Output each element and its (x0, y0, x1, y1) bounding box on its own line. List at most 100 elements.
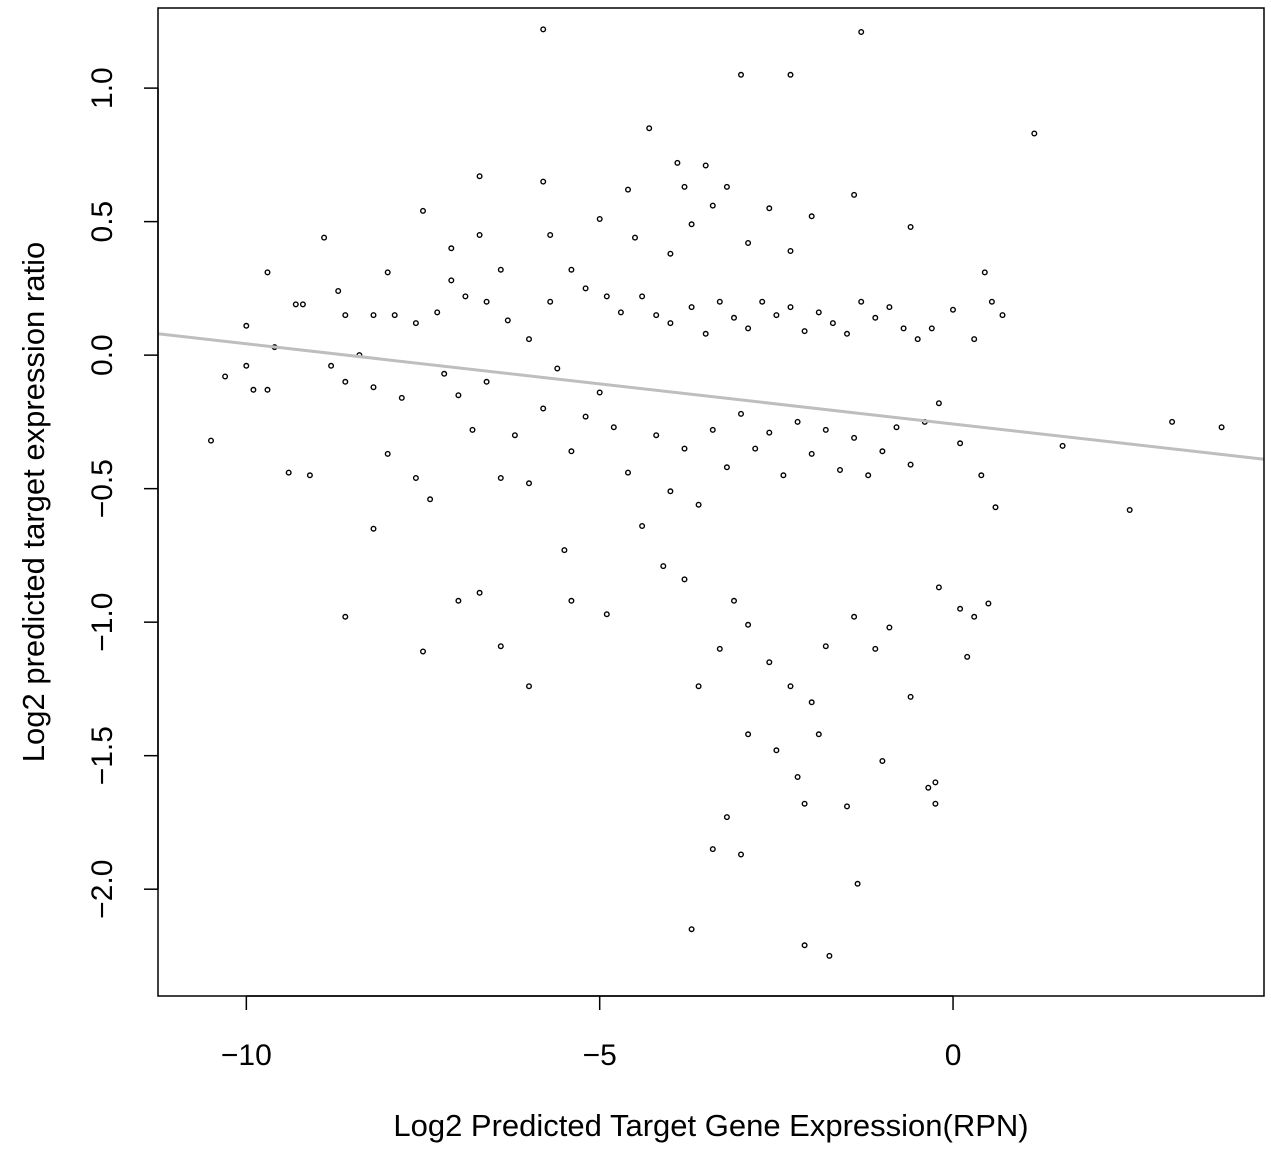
data-point (285, 469, 292, 476)
data-point (526, 683, 533, 690)
data-point (511, 432, 518, 439)
data-point (957, 440, 964, 447)
x-tick-label: −5 (583, 1039, 617, 1072)
data-point (639, 293, 646, 300)
data-point (462, 293, 469, 300)
data-point (702, 330, 709, 337)
data-point (752, 445, 759, 452)
data-point (978, 472, 985, 479)
data-point (1031, 130, 1038, 137)
data-point (985, 600, 992, 607)
data-point (907, 223, 914, 230)
data-point (822, 426, 829, 433)
data-point (794, 418, 801, 425)
data-point (582, 413, 589, 420)
data-point (723, 814, 730, 821)
data-point (745, 621, 752, 628)
data-point (292, 301, 299, 308)
data-point (660, 563, 667, 570)
data-point (695, 501, 702, 508)
data-point (448, 277, 455, 284)
data-point (695, 683, 702, 690)
data-point (950, 306, 957, 313)
data-point (554, 365, 561, 372)
data-point (441, 370, 448, 377)
y-axis: −2.0 −1.5 −1.0 −0.5 0.0 0.5 1.0 (86, 67, 159, 919)
data-point (328, 362, 335, 369)
data-point (384, 450, 391, 457)
data-point (822, 643, 829, 650)
data-point (420, 648, 427, 655)
data-point (370, 384, 377, 391)
data-point (844, 803, 851, 810)
data-point (342, 312, 349, 319)
data-point (540, 178, 547, 185)
y-tick-label: −1.0 (86, 593, 119, 652)
data-point (709, 846, 716, 853)
data-point (526, 480, 533, 487)
data-point (815, 309, 822, 316)
data-point (264, 386, 271, 393)
data-point (907, 461, 914, 468)
data-point (370, 312, 377, 319)
data-point (469, 426, 476, 433)
data-point (745, 239, 752, 246)
y-tick-label: −1.5 (86, 726, 119, 785)
data-point (900, 325, 907, 332)
data-point (808, 450, 815, 457)
data-point (688, 926, 695, 933)
data-point (667, 488, 674, 495)
data-point (681, 576, 688, 583)
data-point (988, 298, 995, 305)
data-point (617, 309, 624, 316)
data-point (222, 373, 229, 380)
data-point (299, 301, 306, 308)
data-point (596, 389, 603, 396)
data-point (497, 266, 504, 273)
data-point (886, 304, 893, 311)
data-point (865, 472, 872, 479)
data-point (476, 173, 483, 180)
data-point (851, 191, 858, 198)
data-point (568, 597, 575, 604)
data-point (999, 312, 1006, 319)
data-point (731, 314, 738, 321)
data-point (540, 26, 547, 33)
data-point (434, 309, 441, 316)
data-point (391, 312, 398, 319)
data-point (801, 942, 808, 949)
data-point (745, 325, 752, 332)
data-point (702, 162, 709, 169)
data-point (935, 400, 942, 407)
data-point (787, 304, 794, 311)
scatter-points (207, 26, 1225, 959)
x-axis-label: Log2 Predicted Target Gene Expression(RP… (393, 1108, 1028, 1143)
data-point (801, 800, 808, 807)
data-point (709, 202, 716, 209)
data-point (681, 445, 688, 452)
data-point (745, 731, 752, 738)
data-point (526, 336, 533, 343)
data-point (646, 125, 653, 132)
x-tick-label: −10 (221, 1039, 272, 1072)
data-point (780, 472, 787, 479)
x-tick-label: 0 (945, 1039, 962, 1072)
data-point (398, 394, 405, 401)
data-point (568, 266, 575, 273)
data-point (1169, 418, 1176, 425)
data-point (335, 288, 342, 295)
data-point (681, 183, 688, 190)
y-tick-label: 1.0 (86, 67, 119, 109)
data-point (709, 426, 716, 433)
data-point (971, 613, 978, 620)
data-point (342, 378, 349, 385)
data-point (674, 159, 681, 166)
data-point (907, 693, 914, 700)
data-point (837, 467, 844, 474)
data-point (568, 448, 575, 455)
data-point (808, 699, 815, 706)
data-point (872, 645, 879, 652)
data-point (964, 653, 971, 660)
data-point (342, 613, 349, 620)
y-tick-label: −0.5 (86, 459, 119, 518)
